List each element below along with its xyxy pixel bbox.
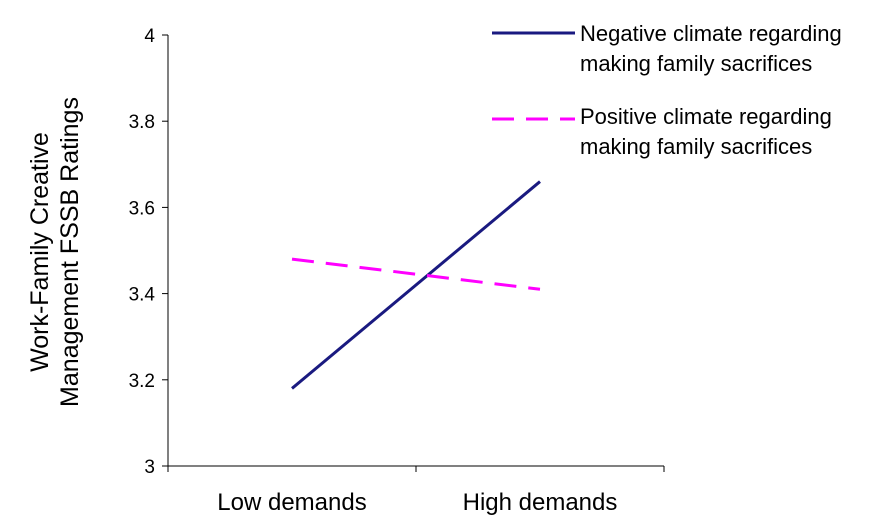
chart-axes — [167, 35, 664, 467]
y-tick-label: 4 — [144, 26, 155, 47]
series-line-positive — [291, 257, 541, 291]
x-category-label: High demands — [463, 489, 618, 516]
legend-label-negative-line-1: Negative climate regarding — [580, 21, 842, 46]
x-category-label: Low demands — [217, 489, 366, 516]
y-tick-label: 3 — [144, 457, 155, 478]
chart-legend: Negative climate regarding making family… — [492, 21, 842, 159]
y-tick-label: 3.2 — [129, 371, 155, 392]
y-tick-label: 3.8 — [129, 112, 155, 133]
y-axis-ticks: 3 3.2 3.4 3.6 3.8 4 — [129, 26, 168, 478]
x-axis-categories: Low demands High demands — [167, 466, 665, 516]
y-axis-title: Work-Family Creative Management FSSB Rat… — [26, 97, 84, 407]
legend-label-negative-line-2: making family sacrifices — [580, 51, 812, 76]
legend-label-positive-line-2: making family sacrifices — [580, 134, 812, 159]
legend-label-positive-line-1: Positive climate regarding — [580, 104, 832, 129]
series-line-negative — [291, 180, 541, 390]
y-axis-title-line-2: Management FSSB Ratings — [56, 97, 84, 407]
chart-series — [291, 180, 541, 390]
y-axis-title-line-1: Work-Family Creative — [26, 132, 54, 372]
y-tick-label: 3.6 — [129, 198, 155, 219]
y-tick-label: 3.4 — [129, 285, 156, 306]
